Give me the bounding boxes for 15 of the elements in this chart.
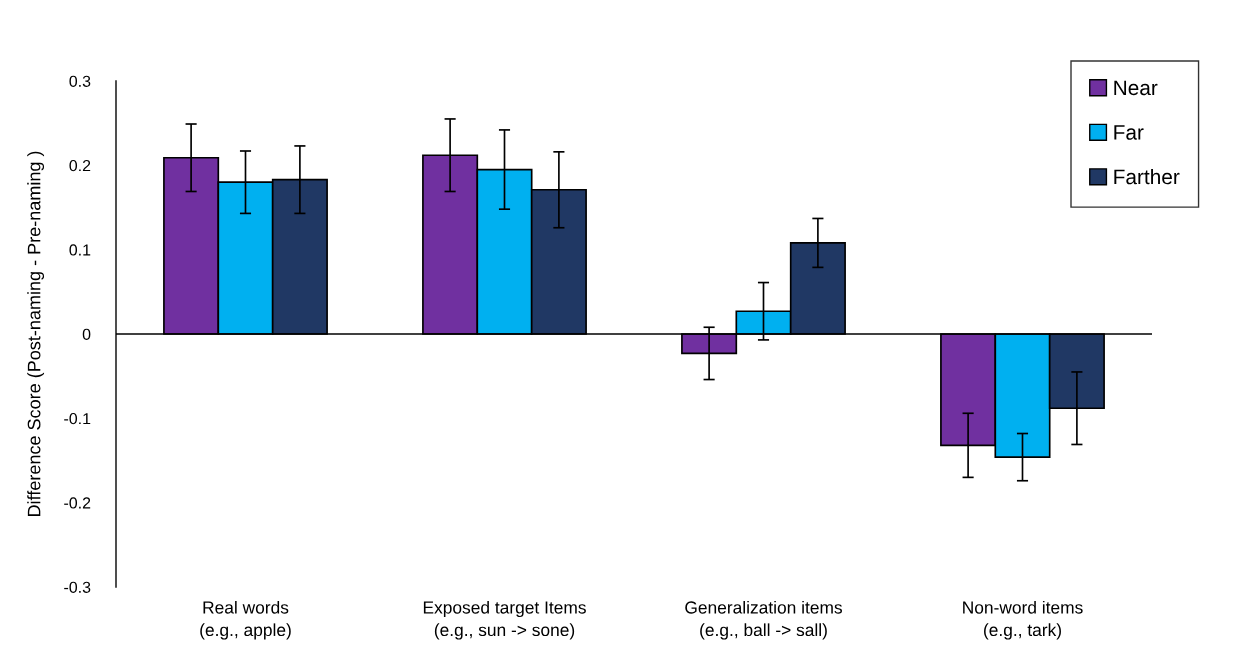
y-tick-label: 0.1: [69, 244, 91, 256]
y-axis-title: Difference Score (Post-naming - Pre-naming ): [27, 151, 45, 516]
y-tick-label: -0.2: [64, 497, 91, 509]
y-tick-label: -0.1: [64, 412, 91, 425]
y-tick-label: -0.3: [64, 581, 91, 593]
y-tick-label: 0.3: [69, 75, 91, 87]
x-tick-label: Non-word items (e.g., tark): [963, 600, 1083, 640]
legend-label: Near: [1114, 80, 1158, 96]
x-tick-label: Generalization items (e.g., ball -> sall): [685, 600, 842, 640]
y-tick-label: 0: [82, 328, 91, 340]
x-tick-label: Exposed target Items (e.g., sun -> sone): [423, 600, 586, 640]
legend-label: Farther: [1114, 168, 1180, 185]
y-tick-label: 0.2: [69, 159, 91, 172]
x-tick-label: Real words (e.g., apple): [200, 600, 291, 640]
legend-label: Far: [1114, 125, 1144, 140]
